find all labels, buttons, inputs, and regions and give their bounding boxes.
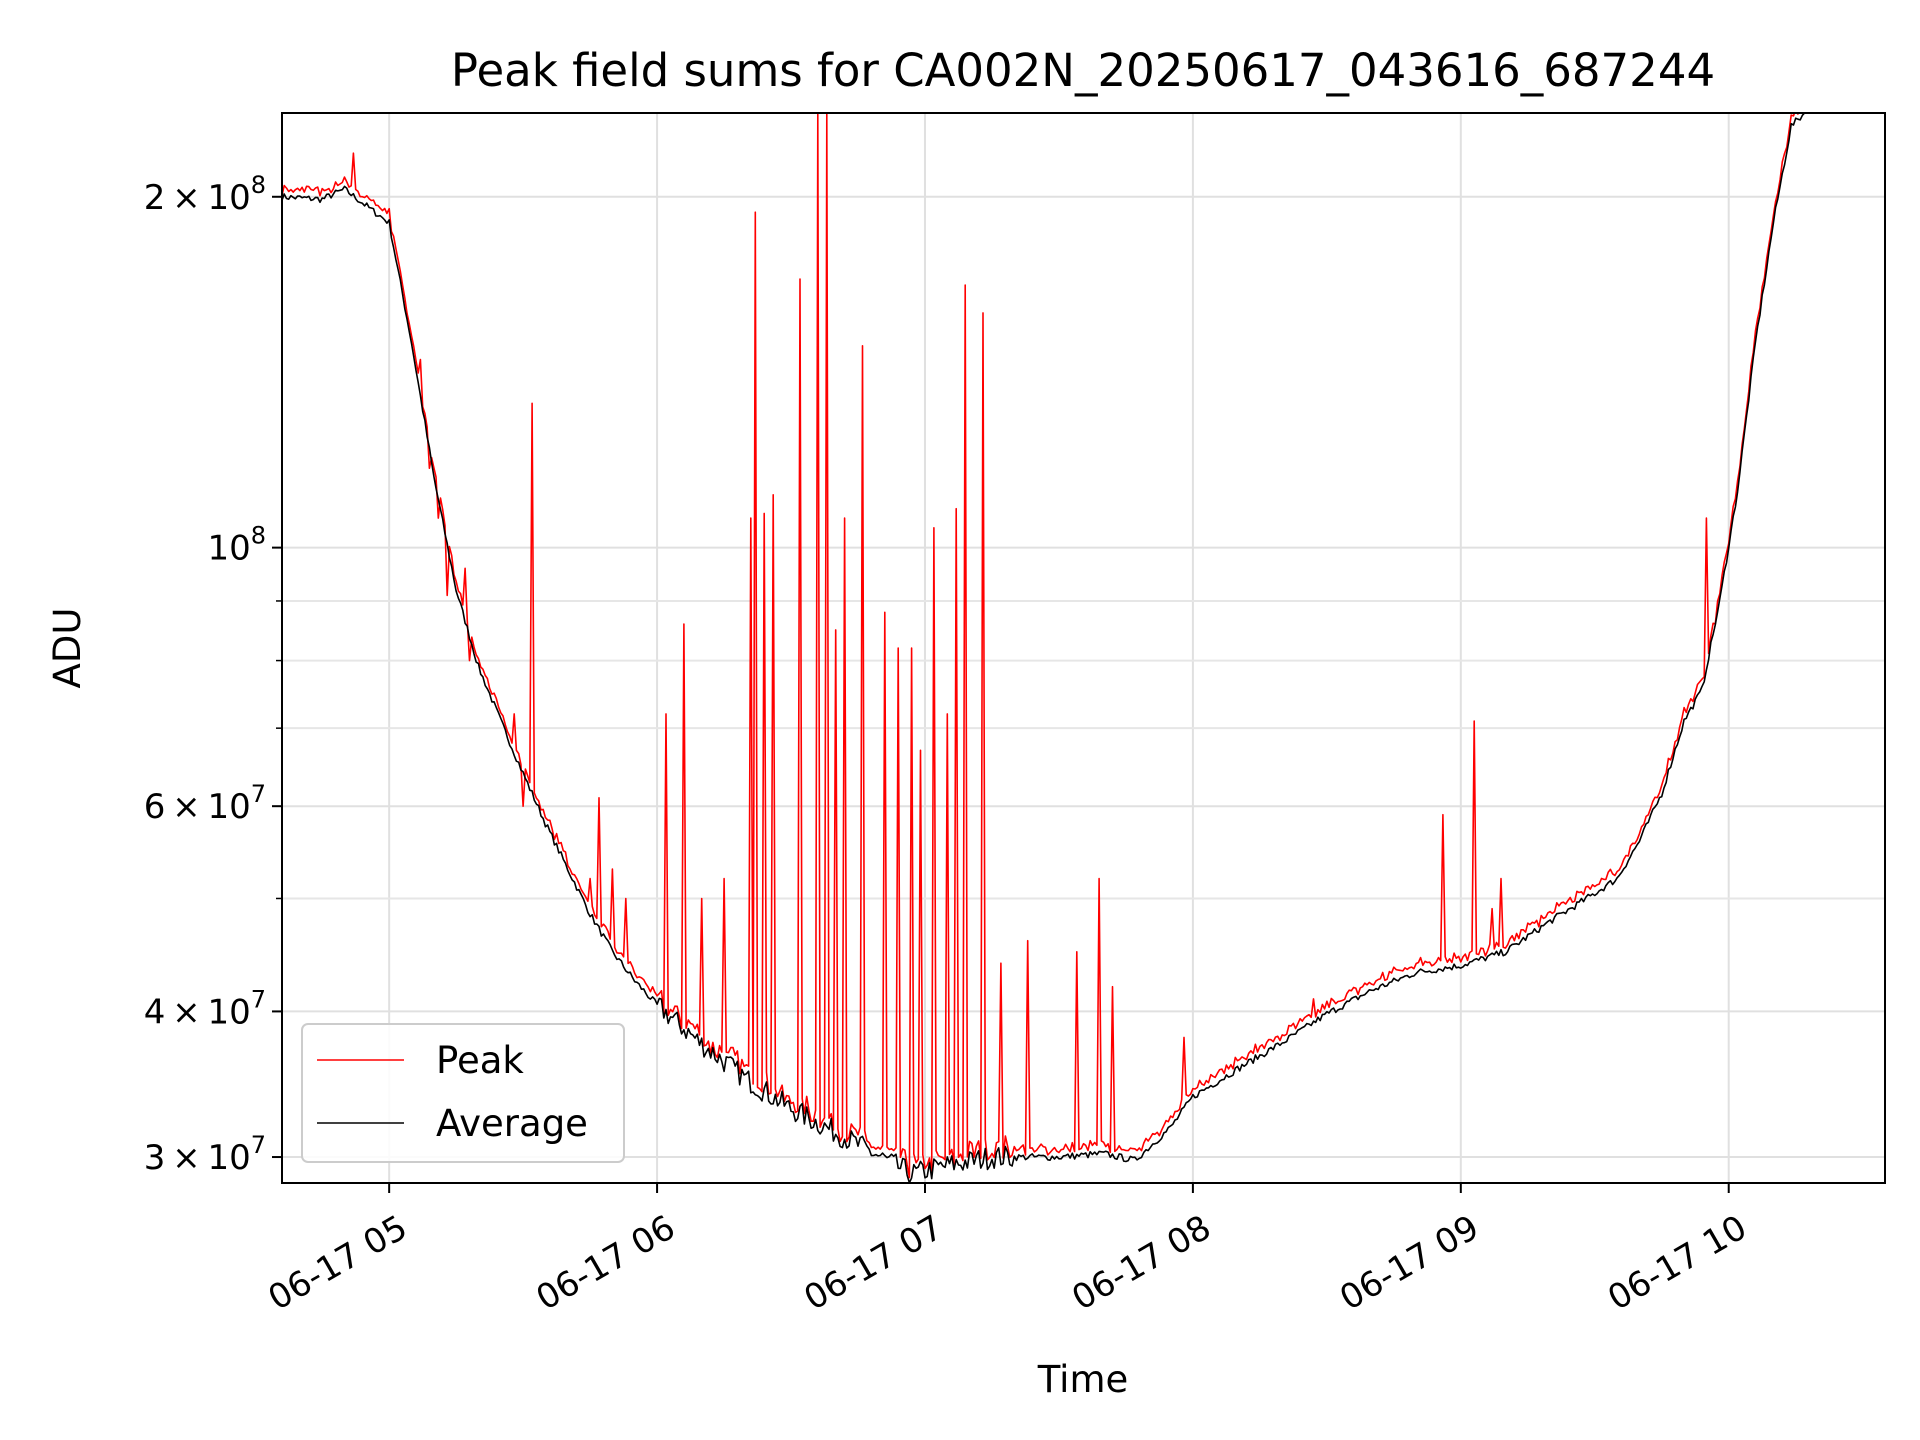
- plot-frame: [281, 112, 1886, 1184]
- y-tick-label-4: 2 × 108: [144, 171, 266, 218]
- legend-label-peak: Peak: [436, 1039, 524, 1082]
- series-line-average: [282, 113, 1806, 1183]
- legend: Peak Average: [301, 1023, 625, 1163]
- series-line-peak: [282, 113, 1800, 1179]
- y-tick-label-2: 6 × 107: [144, 780, 266, 827]
- y-tick-label-0: 3 × 107: [144, 1131, 266, 1178]
- series-layer: [282, 113, 1806, 1183]
- legend-box: [301, 1023, 625, 1163]
- y-tick-label-3: 108: [207, 522, 266, 569]
- y-axis: 3 × 107 4 × 107 6 × 107 108 2 × 108: [144, 171, 282, 1178]
- y-axis-label: ADU: [46, 608, 89, 689]
- legend-label-average: Average: [436, 1102, 588, 1145]
- chart-title: Peak field sums for CA002N_20250617_0436…: [451, 44, 1715, 97]
- x-axis-label: Time: [1037, 1358, 1129, 1401]
- y-tick-label-1: 4 × 107: [144, 985, 266, 1032]
